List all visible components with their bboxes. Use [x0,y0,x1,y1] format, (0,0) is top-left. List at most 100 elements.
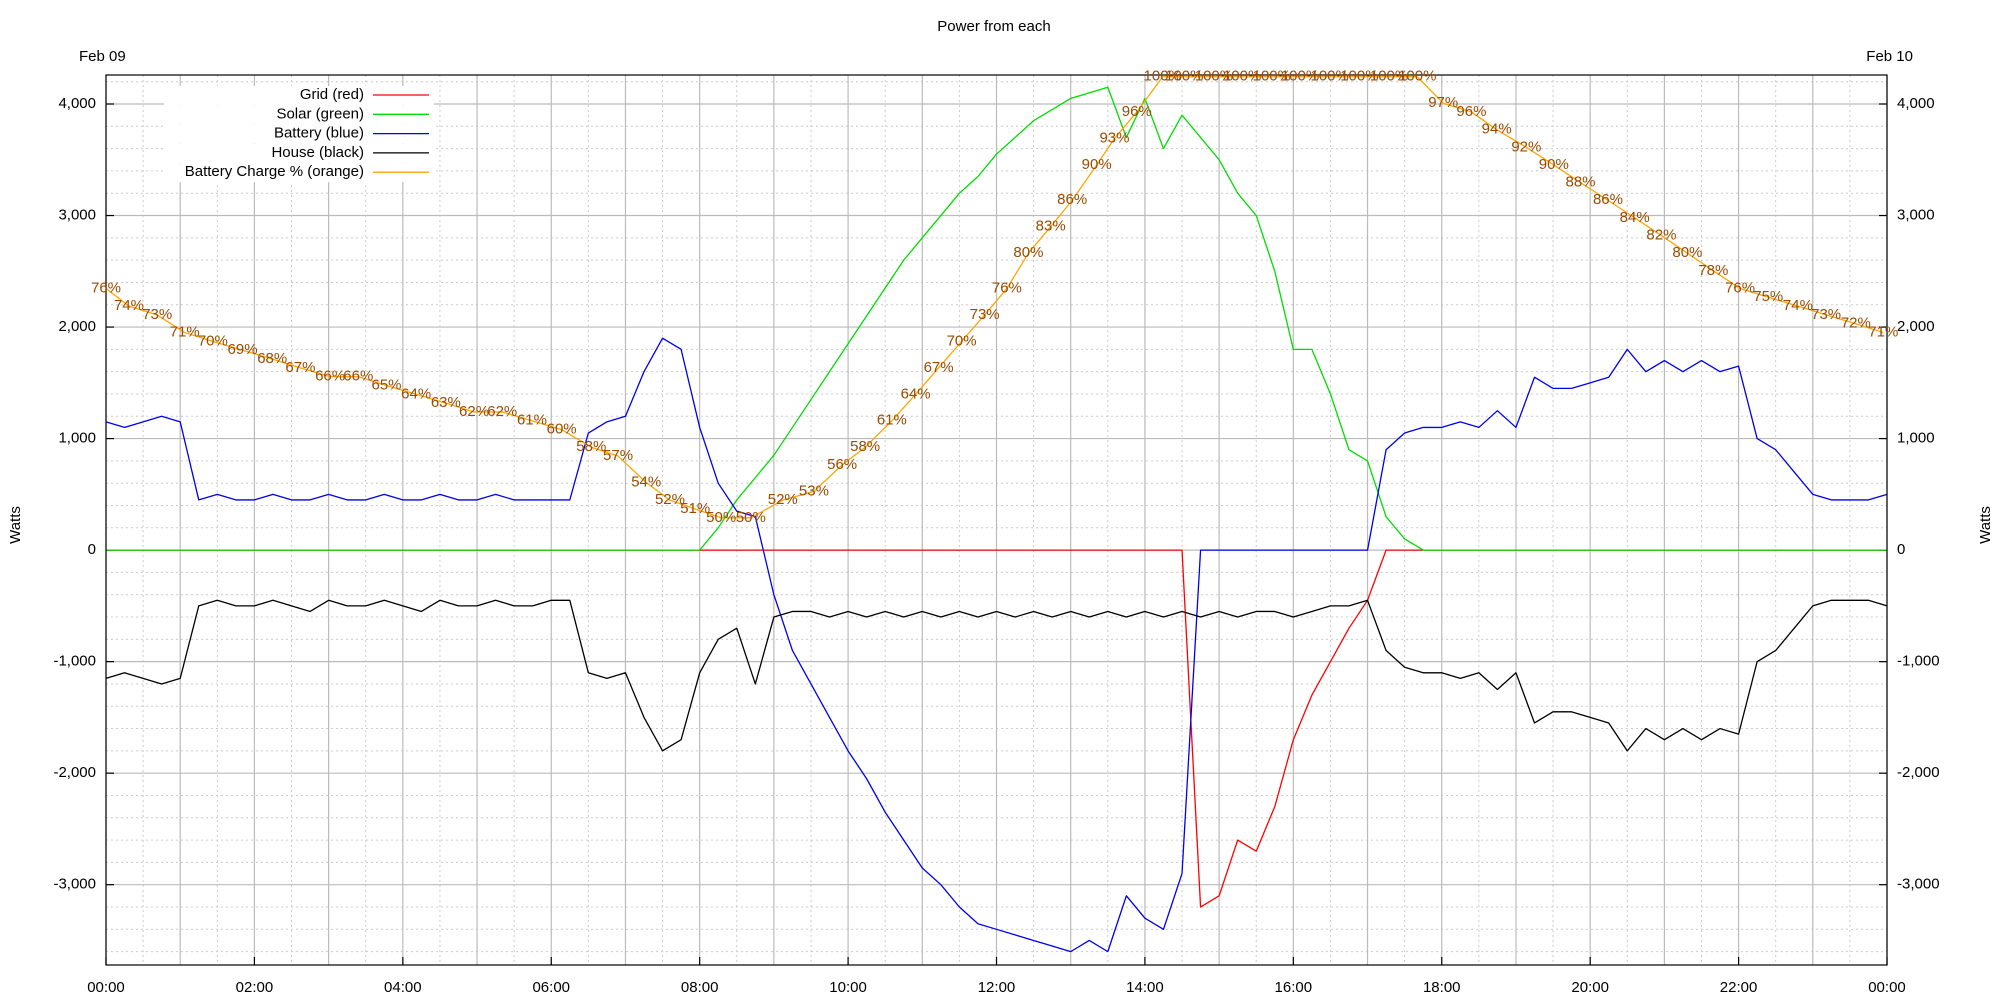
y2-tick-label: 0 [1897,541,1905,558]
y2-axis-label: Watts [1977,506,1994,544]
value-label: 100% [1253,68,1291,85]
value-label: 60% [547,421,577,438]
value-label: 52% [655,491,685,508]
value-label: 97% [1428,94,1458,111]
legend-label: Solar (green) [276,105,364,122]
x-tick-label: 14:00 [1126,979,1164,996]
value-label: 80% [1013,244,1043,261]
y-tick-label: 0 [88,541,96,558]
value-label: 82% [1646,227,1676,244]
date-left: Feb 09 [79,48,126,65]
value-label: 53% [799,482,829,499]
value-label: 61% [517,412,547,429]
value-label: 83% [1036,218,1066,235]
y-tick-label: -1,000 [53,653,96,670]
y2-tick-label: -1,000 [1897,653,1940,670]
value-label: 57% [603,447,633,464]
x-tick-label: 08:00 [681,979,719,996]
y2-tick-label: -3,000 [1897,876,1940,893]
value-label: 75% [1753,288,1783,305]
series-line [106,86,1887,551]
x-tick-label: 16:00 [1275,979,1313,996]
value-label: 52% [768,491,798,508]
legend: Grid (red) Solar (green) Battery (blue) Hou… [164,86,434,183]
value-label: 100% [1223,68,1261,85]
legend-label: Grid (red) [300,86,364,103]
y-tick-label: -3,000 [53,876,96,893]
x-tick-label: 22:00 [1720,979,1758,996]
x-tick-label: 12:00 [978,979,1016,996]
value-label: 86% [1593,191,1623,208]
value-label: 100% [1165,68,1203,85]
value-label: 76% [91,279,121,296]
x-tick-label: 18:00 [1423,979,1461,996]
value-label: 70% [198,332,228,349]
value-label: 84% [1620,209,1650,226]
marks-layer [105,76,1888,953]
legend-bg [164,143,434,163]
y-tick-label: 2,000 [58,318,96,335]
value-label: 61% [877,412,907,429]
value-label: 78% [1698,262,1728,279]
value-label: 62% [487,403,517,420]
y2-tick-label: 3,000 [1897,206,1935,223]
y-tick-label: 1,000 [58,430,96,447]
value-label: 100% [1311,68,1349,85]
series-line [105,599,1888,752]
value-label: 56% [827,456,857,473]
value-label: 100% [1281,68,1319,85]
y-tick-label: -2,000 [53,764,96,781]
x-tick-label: 00:00 [87,979,125,996]
value-label: 73% [1811,306,1841,323]
value-label: 70% [947,332,977,349]
value-label: 66% [343,368,373,385]
value-label: 76% [992,279,1022,296]
value-label: 100% [1370,68,1408,85]
legend-label: Battery (blue) [274,125,364,142]
date-right: Feb 10 [1866,48,1913,65]
value-label: 67% [924,359,954,376]
x-tick-label: 04:00 [384,979,422,996]
value-label: 71% [170,324,200,341]
value-label: 71% [1868,324,1898,341]
value-label: 80% [1672,244,1702,261]
value-label: 63% [431,394,461,411]
value-label: 100% [1398,68,1436,85]
value-label: 65% [371,376,401,393]
value-label: 64% [901,385,931,402]
value-label: 64% [401,385,431,402]
y2-tick-label: 4,000 [1897,95,1935,112]
y-axis-label: Watts [7,506,24,544]
y2-tick-label: -2,000 [1897,764,1940,781]
value-label: 93% [1099,129,1129,146]
y2-tick-label: 2,000 [1897,318,1935,335]
plot-frame [105,74,1888,966]
value-label: 96% [1122,103,1152,120]
legend-label: House (black) [271,144,364,161]
y-tick-label: 3,000 [58,206,96,223]
y2-tick-label: 1,000 [1897,430,1935,447]
value-label: 96% [1456,103,1486,120]
value-label: 58% [850,438,880,455]
legend-bg [164,163,434,183]
legend-bg [164,124,434,144]
value-label: 69% [228,341,258,358]
legend-label: Battery Charge % (orange) [185,163,364,180]
chart-title: Power from each [937,18,1050,35]
series-line [105,337,1888,953]
value-label: 68% [257,350,287,367]
value-label: 74% [1783,297,1813,314]
legend-bg [164,86,434,105]
value-label: 88% [1566,174,1596,191]
value-label: 94% [1482,121,1512,138]
y-tick-label: 4,000 [58,95,96,112]
value-label: 76% [1725,279,1755,296]
series-line [105,76,1884,519]
value-label: 73% [142,306,172,323]
value-label: 67% [285,359,315,376]
legend-bg [164,105,434,125]
value-label: 100% [1340,68,1378,85]
x-tick-label: 20:00 [1571,979,1609,996]
value-label: 73% [970,306,1000,323]
